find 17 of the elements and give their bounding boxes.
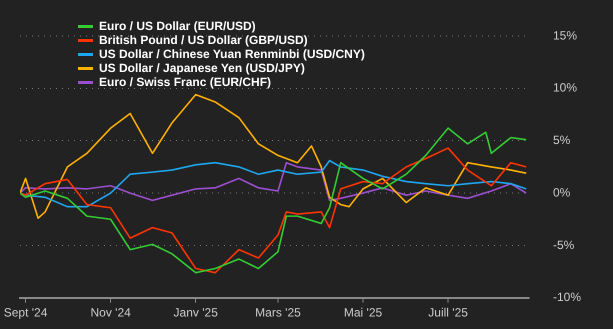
y-tick-label: -10% — [552, 290, 582, 304]
legend-label: Euro / US Dollar (EUR/USD) — [99, 19, 256, 33]
x-tick-label: Juill '25 — [428, 305, 468, 320]
legend-label: US Dollar / Japanese Yen (USD/JPY) — [99, 61, 305, 75]
y-tick-label: -5% — [552, 238, 575, 252]
x-tick-label: Sept '24 — [4, 305, 48, 320]
x-tick-label: Nov '24 — [90, 305, 132, 320]
legend-label: US Dollar / Chinese Yuan Renminbi (USD/CNY) — [99, 47, 365, 61]
x-tick-label: Janv '25 — [174, 305, 218, 320]
x-tick-label: Mai '25 — [344, 305, 383, 320]
legend-label: British Pound / US Dollar (GBP/USD) — [99, 33, 308, 47]
y-tick-label: 0% — [552, 185, 571, 200]
legend-label: Euro / Swiss Franc (EUR/CHF) — [99, 75, 272, 89]
y-tick-label: 15% — [552, 28, 578, 42]
y-tick-label: 10% — [552, 80, 578, 95]
y-tick-label: 5% — [552, 133, 571, 148]
x-tick-label: Mars '25 — [255, 305, 302, 320]
